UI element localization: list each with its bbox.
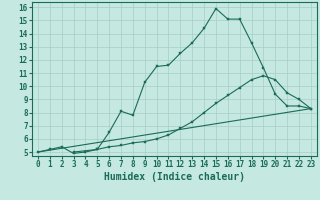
X-axis label: Humidex (Indice chaleur): Humidex (Indice chaleur) — [104, 172, 245, 182]
